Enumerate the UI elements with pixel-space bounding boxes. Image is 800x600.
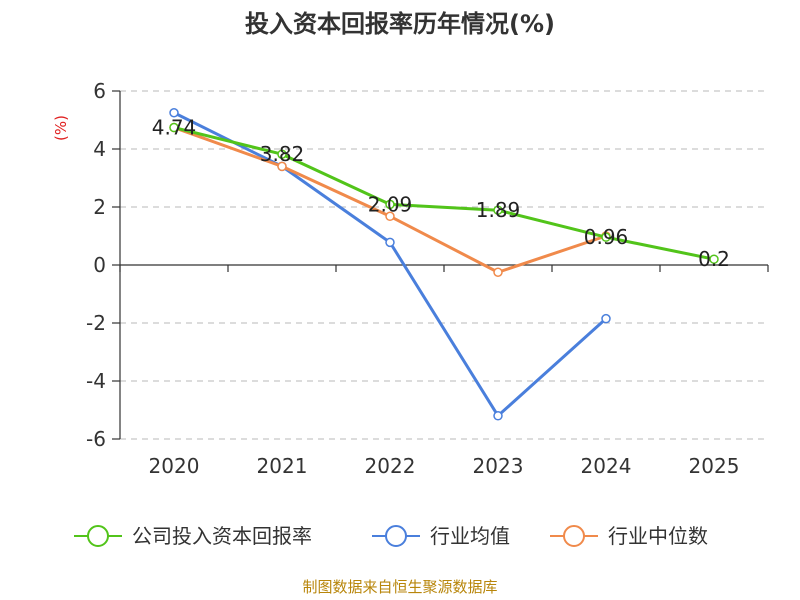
legend-marker bbox=[563, 525, 585, 547]
legend-label: 公司投入资本回报率 bbox=[132, 524, 312, 548]
data-labels: 4.74 3.82 2.09 1.89 0.96 0.2 bbox=[152, 116, 730, 272]
series-line-0 bbox=[173, 126, 715, 261]
series-group bbox=[169, 108, 719, 421]
data-label: 2.09 bbox=[368, 192, 413, 216]
data-point bbox=[385, 211, 395, 222]
data-point bbox=[385, 237, 395, 248]
legend-marker bbox=[87, 525, 109, 547]
y-tick-label: -4 bbox=[86, 369, 106, 393]
data-point bbox=[493, 267, 503, 277]
grid bbox=[120, 90, 768, 440]
data-source: 制图数据来自恒生聚源数据库 bbox=[302, 578, 497, 596]
y-tick-label: 0 bbox=[93, 253, 106, 277]
legend-label: 行业均值 bbox=[430, 524, 510, 548]
y-tick-label: -2 bbox=[86, 311, 106, 335]
x-tick-label: 2025 bbox=[689, 454, 740, 478]
x-tick-label: 2023 bbox=[473, 454, 524, 478]
data-point bbox=[169, 122, 179, 133]
data-point bbox=[601, 313, 611, 324]
data-point bbox=[709, 254, 719, 264]
y-tick-label: 6 bbox=[93, 79, 106, 103]
data-point bbox=[601, 232, 611, 242]
data-point bbox=[277, 149, 287, 159]
data-point bbox=[493, 205, 503, 215]
y-tick-label: 4 bbox=[93, 137, 106, 161]
x-tick-label: 2021 bbox=[257, 454, 308, 478]
data-label: 3.82 bbox=[260, 142, 305, 166]
legend[interactable]: 公司投入资本回报率 行业均值 行业中位数 bbox=[74, 524, 708, 548]
data-point bbox=[277, 161, 287, 172]
data-label: 0.2 bbox=[698, 247, 730, 271]
legend-item-1[interactable]: 行业均值 bbox=[372, 524, 510, 548]
series-line-1 bbox=[173, 111, 608, 418]
axes: 6 4 2 0 -2 -4 -6 2020 2021 2022 2023 2024 2025 bbox=[86, 79, 769, 478]
x-tick-label: 2024 bbox=[581, 454, 632, 478]
legend-item-0[interactable]: 公司投入资本回报率 bbox=[74, 524, 312, 548]
data-point bbox=[493, 411, 503, 421]
legend-item-2[interactable]: 行业中位数 bbox=[550, 524, 708, 548]
data-label: 1.89 bbox=[476, 198, 521, 222]
data-point bbox=[385, 199, 395, 210]
legend-label: 行业中位数 bbox=[608, 524, 708, 548]
chart-title: 投入资本回报率历年情况(%) bbox=[245, 10, 555, 38]
legend-marker bbox=[385, 525, 407, 547]
data-label: 0.96 bbox=[584, 225, 629, 249]
x-tick-label: 2020 bbox=[149, 454, 200, 478]
data-point bbox=[169, 108, 179, 118]
y-tick-label: -6 bbox=[86, 427, 106, 451]
y-tick-label: 2 bbox=[93, 195, 106, 219]
data-label: 4.74 bbox=[152, 116, 197, 140]
x-tick-label: 2022 bbox=[365, 454, 416, 478]
y-axis-unit: (%) bbox=[52, 115, 70, 141]
